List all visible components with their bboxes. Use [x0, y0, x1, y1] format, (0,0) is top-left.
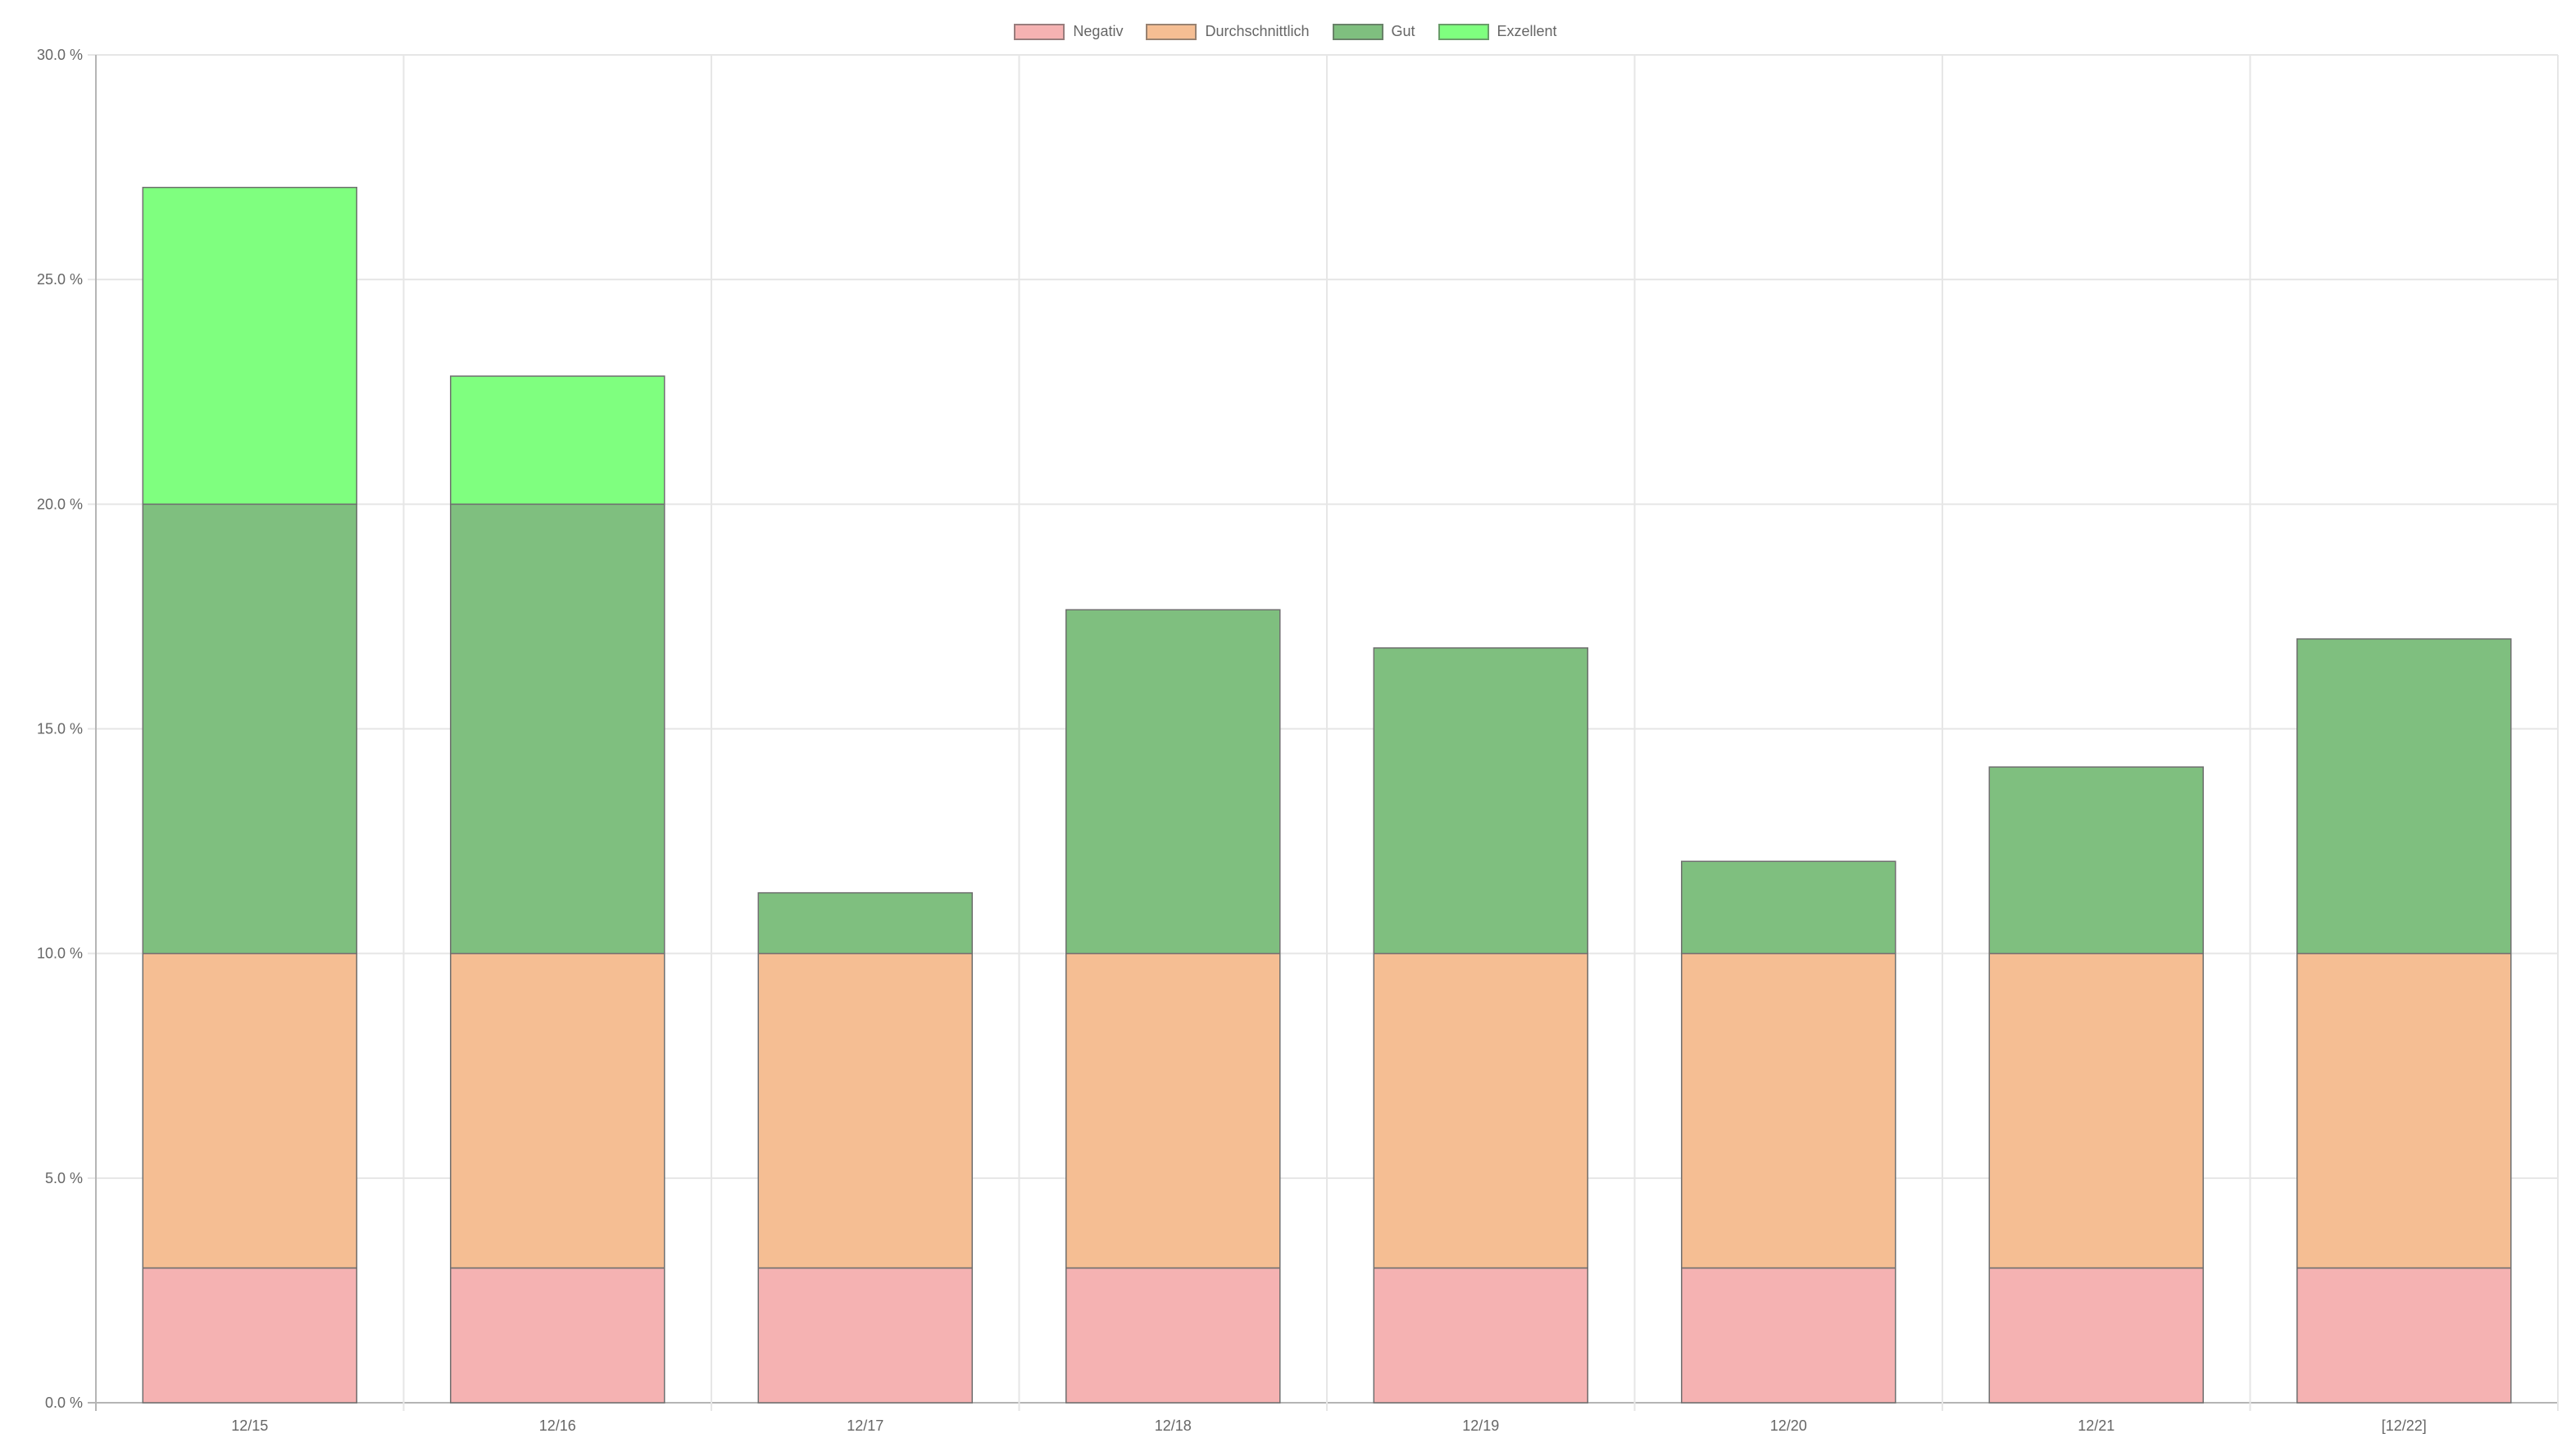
legend-swatch [1014, 23, 1065, 40]
bar-segment-gut [2296, 638, 2512, 955]
x-tick-label: 12/20 [1770, 1417, 1807, 1434]
bar-segment-durchschnittlich [142, 952, 357, 1269]
bar-segment-durchschnittlich [1681, 952, 1896, 1269]
bar-segment-durchschnittlich [1065, 952, 1281, 1269]
bar-segment-negativ [2296, 1267, 2512, 1404]
legend-item[interactable]: Gut [1332, 23, 1415, 40]
y-tick-label: 5.0 % [45, 1170, 83, 1186]
legend-swatch [1438, 23, 1489, 40]
x-tick-label: 12/15 [231, 1417, 268, 1434]
y-tick-label: 30.0 % [37, 47, 83, 63]
x-tick-label: 12/21 [2078, 1417, 2114, 1434]
bar-segment-exzellent [450, 375, 665, 506]
bar-segment-gut [142, 503, 357, 955]
bar-segment-durchschnittlich [1373, 952, 1588, 1269]
x-tick-label: 12/17 [847, 1417, 883, 1434]
bar-segment-durchschnittlich [2296, 952, 2512, 1269]
bar-segment-gut [1373, 647, 1588, 955]
y-tick-label: 20.0 % [37, 496, 83, 512]
legend-swatch [1332, 23, 1383, 40]
legend-label: Exzellent [1497, 23, 1557, 39]
bar-segment-negativ [757, 1267, 973, 1404]
legend-item[interactable]: Negativ [1014, 23, 1123, 40]
legend-item[interactable]: Durchschnittlich [1146, 23, 1310, 40]
bar-segment-negativ [1681, 1267, 1896, 1404]
bar-segment-durchschnittlich [1988, 952, 2204, 1269]
x-tick-label: [12/22] [2382, 1417, 2427, 1434]
y-tick-label: 0.0 % [45, 1395, 83, 1411]
bar-segment-gut [1065, 609, 1281, 955]
bar-segment-durchschnittlich [757, 952, 973, 1269]
legend-label: Negativ [1073, 23, 1124, 39]
bar-segment-gut [757, 891, 973, 955]
y-tick-label: 25.0 % [37, 271, 83, 288]
bar-segment-gut [450, 503, 665, 955]
x-tick-label: 12/18 [1155, 1417, 1192, 1434]
bar-segment-negativ [1988, 1267, 2204, 1404]
bar-segment-gut [1988, 766, 2204, 955]
legend-label: Durchschnittlich [1205, 23, 1310, 39]
bar-segment-negativ [1065, 1267, 1281, 1404]
legend-swatch [1146, 23, 1197, 40]
bar-segment-durchschnittlich [450, 952, 665, 1269]
bar-segment-exzellent [142, 187, 357, 506]
legend-label: Gut [1391, 23, 1415, 39]
bar-segment-negativ [450, 1267, 665, 1404]
x-tick-label: 12/16 [539, 1417, 576, 1434]
bar-segment-negativ [1373, 1267, 1588, 1404]
bar-segment-gut [1681, 860, 1896, 955]
y-tick-label: 10.0 % [37, 946, 83, 962]
x-tick-label: 12/19 [1462, 1417, 1499, 1434]
bar-segment-negativ [142, 1267, 357, 1404]
y-tick-label: 15.0 % [37, 721, 83, 737]
legend-item[interactable]: Exzellent [1438, 23, 1557, 40]
chart-legend: Negativ Durchschnittlich Gut Exzellent [0, 23, 2571, 40]
